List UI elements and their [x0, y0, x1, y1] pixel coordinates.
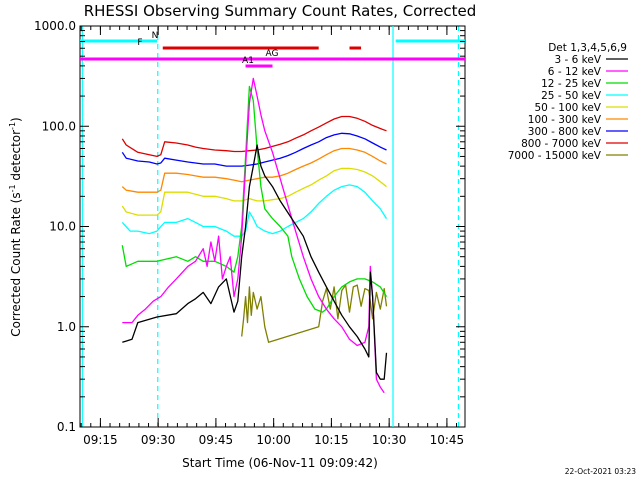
x-tick-label: 10:15 [314, 433, 349, 447]
vertical-markers [81, 26, 460, 427]
x-tick-label: 10:00 [256, 433, 291, 447]
x-tick-label: 10:30 [372, 433, 407, 447]
series-line [241, 284, 388, 343]
series-line [121, 147, 387, 193]
legend-entry-label: 6 - 12 keV [548, 66, 602, 78]
series-line [122, 77, 385, 394]
series-line [121, 167, 387, 216]
x-axis-ticks: 09:15 09:30 09:45 10:00 10:15 10:30 10:45 [80, 26, 465, 447]
y-axis-ticks: 0.1 1.0 10.0 100.0 1000.0 [34, 19, 465, 434]
y-axis-label-sup2: -1 [8, 122, 17, 130]
legend-entry-label: 12 - 25 keV [541, 78, 602, 90]
legend-entry-label: 50 - 100 keV [534, 102, 601, 114]
y-axis-label-mid: detector [9, 130, 23, 185]
x-axis-label: Start Time (06-Nov-11 09:09:42) [182, 456, 378, 470]
series-line [121, 85, 388, 313]
plot-frame [79, 25, 466, 428]
legend-entry-label: 3 - 6 keV [554, 54, 601, 66]
x-tick-label: 10:45 [430, 433, 465, 447]
y-tick-label: 0.1 [57, 420, 76, 434]
series-line [121, 115, 387, 158]
y-axis-label-sup1: -1 [8, 184, 17, 192]
series-line [122, 144, 388, 380]
legend-entry-label: 100 - 300 keV [528, 114, 602, 126]
chart-title: RHESSI Observing Summary Count Rates, Co… [84, 2, 477, 20]
x-tick-label: 09:45 [199, 433, 234, 447]
y-axis-label: Corrected Count Rate (s-1 detector-1) [8, 117, 23, 336]
x-tick-label: 09:15 [83, 433, 118, 447]
y-tick-label: 100.0 [42, 119, 76, 133]
x-tick-label: 09:30 [141, 433, 176, 447]
series-line [121, 184, 388, 237]
legend-entry-label: 300 - 800 keV [528, 126, 602, 138]
series-layer [121, 77, 388, 394]
flag-bars: NF AG A1 [80, 31, 465, 68]
legend-entry-label: 7000 - 15000 keV [508, 150, 602, 162]
flag-label-a1: A1 [242, 56, 254, 66]
flag-label-f: F [137, 38, 142, 48]
legend-entry-label: 800 - 7000 keV [521, 138, 602, 150]
legend-entry-label: 25 - 50 keV [541, 90, 602, 102]
y-tick-label: 10.0 [49, 220, 76, 234]
y-tick-label: 1.0 [57, 320, 76, 334]
legend-title: Det 1,3,4,5,6,9 [548, 42, 627, 54]
flag-label-n: N [152, 31, 159, 41]
y-tick-label: 1000.0 [34, 19, 76, 33]
y-axis-label-main: Corrected Count Rate (s [9, 192, 23, 336]
timestamp: 22-Oct-2021 03:23 [565, 467, 636, 476]
y-axis-label-end: ) [9, 117, 23, 122]
flag-label-ag: AG [266, 49, 279, 59]
